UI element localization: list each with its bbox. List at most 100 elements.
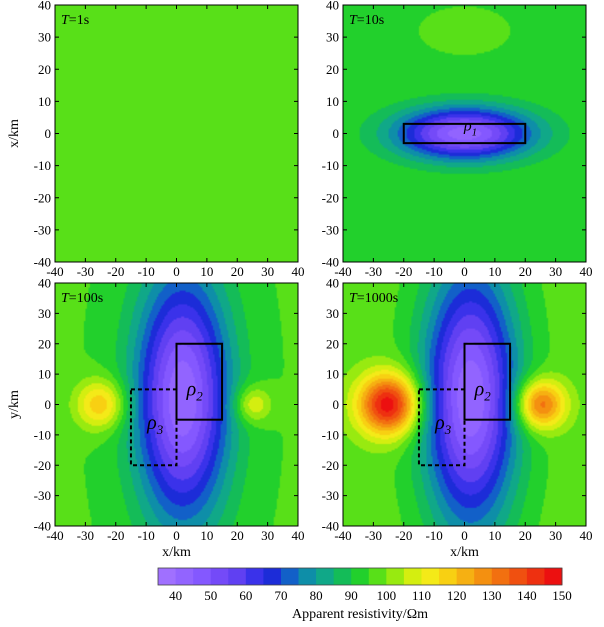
x-tick-label: 20 bbox=[519, 528, 532, 543]
y-tick-label: 40 bbox=[38, 276, 51, 291]
x-tick-label: -30 bbox=[365, 264, 382, 279]
colorbar-swatch bbox=[421, 568, 440, 585]
x-tick-label: 10 bbox=[488, 528, 501, 543]
colorbar-swatch bbox=[456, 568, 475, 585]
x-tick-label: -30 bbox=[77, 264, 94, 279]
y-tick-label: 20 bbox=[38, 62, 51, 77]
colorbar-swatch bbox=[491, 568, 510, 585]
y-tick-label: -30 bbox=[34, 488, 51, 503]
y-tick-label: 10 bbox=[326, 367, 339, 382]
colorbar-swatch bbox=[333, 568, 352, 585]
x-tick-label: -40 bbox=[46, 264, 63, 279]
heatmap-field bbox=[343, 5, 586, 262]
panel-p2: ρ1-40 -30 -20 -10 0 10 20 30 40403020100-10-20-3… bbox=[322, 0, 593, 279]
y-tick-label: 10 bbox=[326, 94, 339, 109]
panels: -40 -30 -20 -10 0 10 20 30 40403020100-10-20-30-… bbox=[7, 0, 593, 560]
y-tick-label: -10 bbox=[322, 158, 339, 173]
colorbar-tick-label: 60 bbox=[239, 588, 252, 603]
colorbar-swatch bbox=[544, 568, 563, 585]
colorbar-frame bbox=[157, 567, 563, 586]
source-box-1 bbox=[463, 342, 512, 421]
y-tick-label: -40 bbox=[34, 519, 51, 534]
colorbar-tick-label: 130 bbox=[482, 588, 502, 603]
y-tick-label: -30 bbox=[322, 488, 339, 503]
y-tick-label: 30 bbox=[326, 30, 339, 45]
panel-title: T=100s bbox=[61, 291, 103, 306]
x-tick-label: 30 bbox=[261, 528, 274, 543]
colorbar-swatch bbox=[474, 568, 493, 585]
y-tick-label: -20 bbox=[322, 190, 339, 205]
colorbar-swatch bbox=[158, 568, 176, 585]
colorbar-tick-label: 70 bbox=[274, 588, 287, 603]
y-tick-label: -20 bbox=[34, 190, 51, 205]
colorbar-tick-label: 110 bbox=[412, 588, 431, 603]
colorbar-tick-label: 150 bbox=[552, 588, 572, 603]
y-tick-label: -40 bbox=[34, 255, 51, 270]
x-tick-label: -30 bbox=[365, 528, 382, 543]
y-tick-label: 20 bbox=[38, 336, 51, 351]
y-tick-label: -40 bbox=[322, 255, 339, 270]
colorbar: 40 50 60 70 80 90 100 110 120 130 140 150 bbox=[157, 567, 572, 603]
x-tick-label: -10 bbox=[137, 528, 154, 543]
colorbar-swatch bbox=[403, 568, 422, 585]
colorbar-swatch bbox=[526, 568, 545, 585]
x-tick-label: 10 bbox=[200, 264, 213, 279]
x-tick-label: 0 bbox=[173, 528, 180, 543]
x-tick-label: -40 bbox=[334, 264, 351, 279]
colorbar-swatch bbox=[210, 568, 229, 585]
colorbar-swatch bbox=[175, 568, 194, 585]
x-tick-label: 40 bbox=[292, 528, 305, 543]
x-tick-label: 10 bbox=[488, 264, 501, 279]
x-tick-label: -40 bbox=[46, 528, 63, 543]
panel-title: T=1s bbox=[61, 13, 89, 28]
y-tick-label: 0 bbox=[333, 397, 340, 412]
x-tick-label: -20 bbox=[395, 264, 412, 279]
colorbar-swatch bbox=[316, 568, 335, 585]
y-axis-label: x/km bbox=[7, 119, 22, 148]
colorbar-swatch bbox=[439, 568, 458, 585]
y-axis-label: y/km bbox=[7, 390, 22, 419]
y-tick-label: -20 bbox=[34, 458, 51, 473]
heatmap-field bbox=[55, 5, 298, 262]
y-tick-label: -10 bbox=[322, 427, 339, 442]
colorbar-swatch bbox=[263, 568, 282, 585]
y-tick-label: 0 bbox=[45, 126, 52, 141]
y-tick-label: -10 bbox=[34, 158, 51, 173]
y-tick-label: 30 bbox=[326, 306, 339, 321]
x-tick-label: 20 bbox=[519, 264, 532, 279]
y-tick-label: 40 bbox=[326, 0, 339, 13]
colorbar-swatch bbox=[193, 568, 212, 585]
panel-p1: -40 -30 -20 -10 0 10 20 30 40403020100-10-20-30-… bbox=[7, 0, 305, 279]
y-tick-label: 0 bbox=[333, 126, 340, 141]
colorbar-swatch bbox=[368, 568, 387, 585]
x-tick-label: 20 bbox=[231, 528, 244, 543]
x-tick-label: 40 bbox=[580, 264, 593, 279]
source-box-2 bbox=[417, 388, 466, 467]
x-tick-label: 20 bbox=[231, 264, 244, 279]
y-tick-label: 20 bbox=[326, 62, 339, 77]
x-tick-label: 40 bbox=[580, 528, 593, 543]
x-tick-label: -30 bbox=[77, 528, 94, 543]
y-tick-label: -30 bbox=[322, 222, 339, 237]
y-tick-label: 10 bbox=[38, 367, 51, 382]
x-tick-label: 30 bbox=[261, 264, 274, 279]
source-box-2 bbox=[129, 388, 178, 467]
colorbar-swatch bbox=[228, 568, 247, 585]
x-tick-label: 0 bbox=[461, 264, 468, 279]
x-axis-label: x/km bbox=[450, 545, 479, 560]
x-tick-label: -10 bbox=[137, 264, 154, 279]
colorbar-tick-label: 120 bbox=[447, 588, 467, 603]
y-tick-label: 30 bbox=[38, 306, 51, 321]
colorbar-tick-label: 50 bbox=[204, 588, 217, 603]
source-box-1 bbox=[175, 342, 224, 421]
colorbar-label: Apparent resistivity/Ωm bbox=[292, 607, 428, 622]
x-tick-label: -20 bbox=[395, 528, 412, 543]
x-tick-label: -10 bbox=[425, 528, 442, 543]
colorbar-tick-label: 140 bbox=[517, 588, 537, 603]
y-tick-label: 20 bbox=[326, 336, 339, 351]
x-axis-label: x/km bbox=[162, 545, 191, 560]
x-tick-label: -20 bbox=[107, 264, 124, 279]
